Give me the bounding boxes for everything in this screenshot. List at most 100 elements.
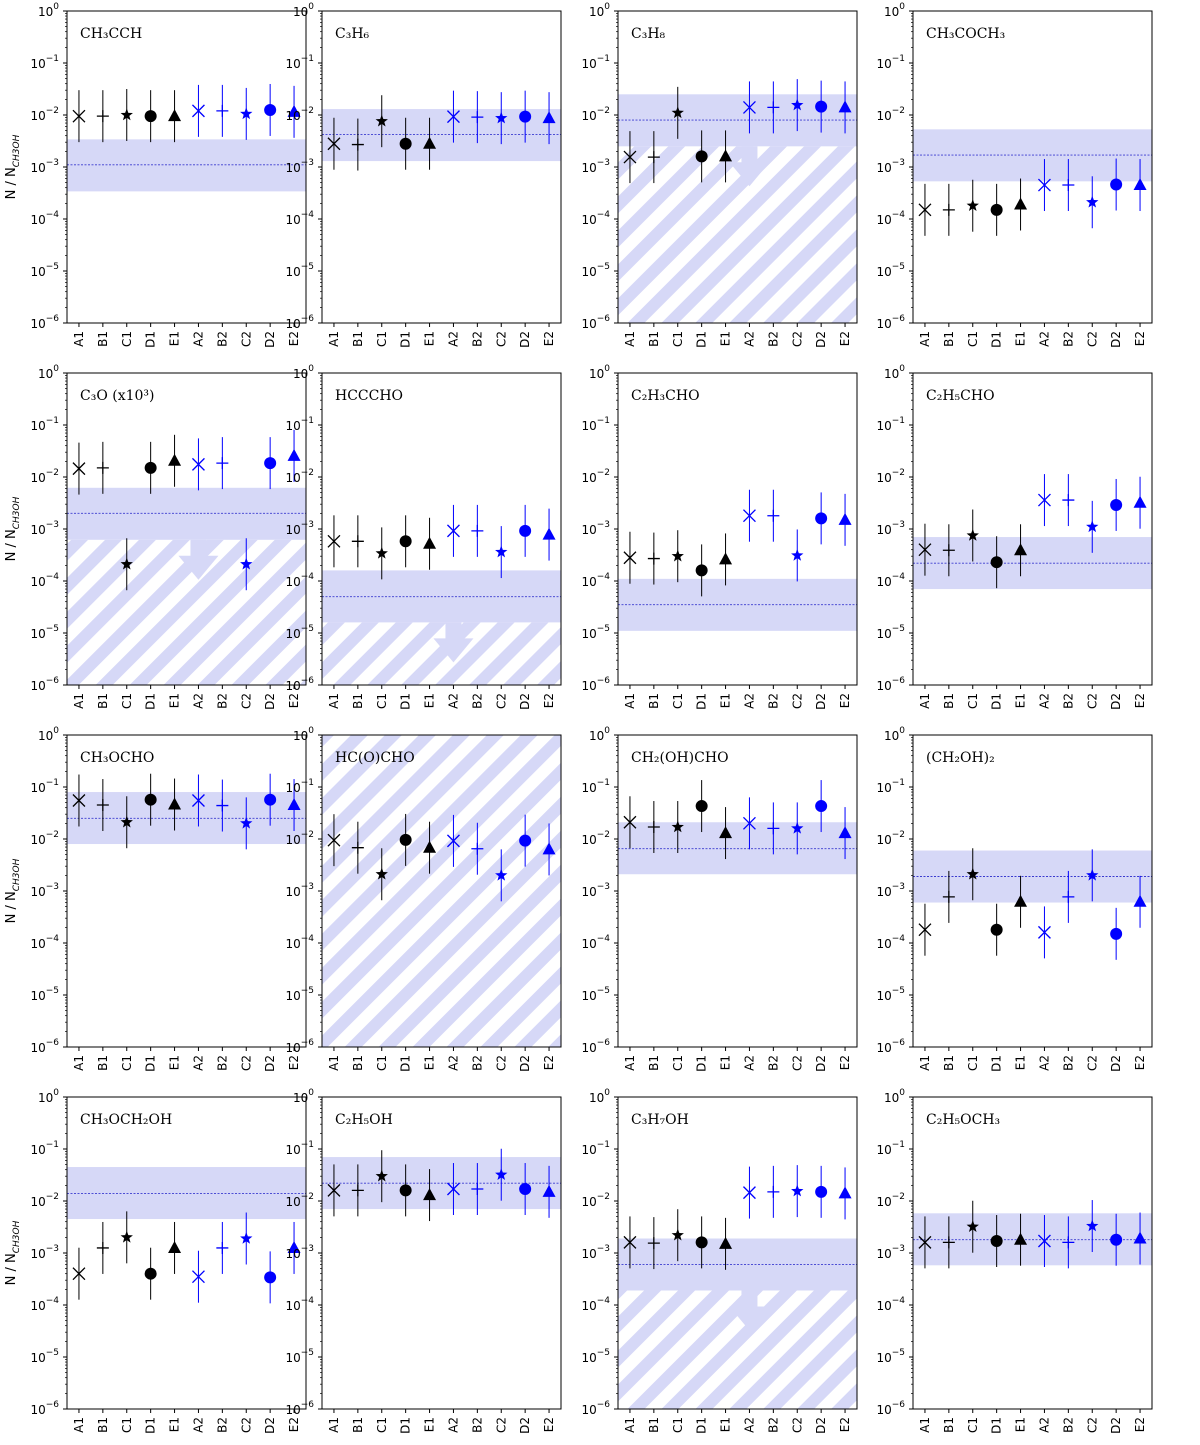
y-tick-label: 10−2 (581, 106, 610, 123)
y-tick-label: 10−5 (581, 1348, 610, 1365)
x-tick-label: E2 (838, 693, 852, 708)
x-tick-label: A2 (742, 693, 756, 709)
y-tick-label: 10−4 (30, 210, 59, 227)
x-tick-label: A1 (72, 693, 86, 709)
plus-marker (647, 552, 660, 565)
data-point-C1 (966, 1200, 979, 1253)
x-tick-label: C1 (120, 1417, 134, 1433)
y-tick-label: 100 (293, 1088, 314, 1105)
data-point-B1 (647, 131, 660, 184)
x-tick-label: D1 (144, 1417, 158, 1434)
star-marker (1086, 1219, 1099, 1232)
x-tick-label: D2 (518, 693, 532, 710)
x-tick-label: C1 (671, 1055, 685, 1071)
x-tick-label: A1 (623, 331, 637, 347)
y-tick-label: 10−2 (876, 1192, 905, 1209)
x-tick-label: A2 (1037, 1055, 1051, 1071)
triangle-marker (168, 797, 182, 810)
x-marker (446, 110, 460, 124)
x-tick-label: C1 (375, 1417, 389, 1433)
data-point-B1 (96, 779, 109, 832)
x-marker (327, 534, 341, 548)
x-tick-label: B1 (647, 1417, 661, 1433)
panel-title: CH₃OCH₂OH (80, 1112, 172, 1128)
data-point-D1 (399, 1164, 412, 1217)
data-point-B2 (1062, 159, 1075, 212)
y-tick-label: 10−3 (285, 1244, 314, 1261)
data-point-A1 (327, 515, 341, 568)
star-marker (1086, 868, 1099, 881)
upper-limit-arrow (729, 146, 770, 187)
x-tick-label: A2 (191, 1055, 205, 1071)
data-point-A2 (191, 1250, 205, 1303)
star-marker (1086, 520, 1099, 533)
x-tick-label: C2 (494, 331, 508, 347)
circle-marker (990, 923, 1003, 936)
y-tick-label: 10−4 (285, 1296, 314, 1313)
y-tick-label: 100 (293, 2, 314, 19)
data-point-D1 (695, 544, 708, 597)
x-tick-label: C2 (790, 1417, 804, 1433)
y-tick-label: 10−6 (876, 1038, 905, 1055)
y-tick-label: 10−4 (581, 1296, 610, 1313)
y-tick-label: 10−5 (30, 624, 59, 641)
x-tick-label: D2 (814, 1055, 828, 1072)
y-tick-label: 10−2 (581, 830, 610, 847)
star-marker (791, 1184, 804, 1197)
data-point-B2 (767, 489, 780, 542)
x-marker (918, 1235, 932, 1249)
y-tick-label: 100 (884, 726, 905, 743)
y-tick-label: 100 (589, 1088, 610, 1105)
x-tick-label: E2 (1133, 1055, 1147, 1070)
y-tick-label: 10−4 (581, 572, 610, 589)
x-tick-label: A1 (72, 331, 86, 347)
y-tick-label: 10−3 (30, 882, 59, 899)
plus-marker (767, 509, 780, 522)
y-tick-label: 100 (589, 726, 610, 743)
data-point-B1 (96, 441, 109, 494)
y-tick-label: 100 (38, 1088, 59, 1105)
star-marker (966, 1220, 979, 1232)
circle-marker (399, 535, 412, 548)
plus-marker (96, 799, 109, 812)
star-marker (120, 1230, 133, 1243)
x-marker (918, 203, 932, 217)
x-tick-label: A1 (327, 1417, 341, 1433)
data-point-E1 (719, 130, 733, 183)
plus-marker (647, 151, 660, 164)
data-point-A1 (918, 523, 932, 576)
data-point-C2 (791, 1165, 804, 1218)
y-tick-label: 100 (38, 726, 59, 743)
triangle-marker (1014, 197, 1028, 210)
data-point-D1 (990, 1215, 1003, 1268)
data-point-E2 (838, 81, 852, 134)
x-tick-label: C1 (966, 331, 980, 347)
panel-title: CH₃COCH₃ (926, 26, 1005, 42)
x-tick-label: C2 (494, 1055, 508, 1071)
data-point-D1 (144, 1247, 157, 1300)
y-tick-label: 10−1 (581, 1140, 610, 1157)
x-tick-label: D1 (695, 1417, 709, 1434)
data-point-D2 (264, 83, 277, 136)
data-point-B2 (471, 504, 484, 557)
circle-marker (519, 834, 532, 847)
y-tick-label: 10−3 (30, 520, 59, 537)
y-axis-label: N / NCH3OH (4, 496, 22, 561)
data-point-E2 (287, 779, 301, 832)
x-tick-label: C2 (494, 693, 508, 709)
data-point-C1 (375, 527, 388, 580)
x-tick-label: C1 (966, 1417, 980, 1433)
x-marker (191, 794, 205, 807)
data-point-C2 (495, 849, 508, 902)
circle-marker (695, 150, 708, 163)
upper-limit-arrow (433, 622, 474, 663)
data-point-B2 (216, 84, 229, 137)
circle-marker (519, 110, 532, 123)
circle-marker (519, 1183, 532, 1196)
y-tick-label: 10−3 (581, 882, 610, 899)
x-tick-label: C2 (239, 331, 253, 347)
data-point-C2 (495, 92, 508, 145)
hatched-region (322, 622, 561, 685)
data-point-A2 (446, 504, 460, 557)
triangle-marker (838, 826, 852, 839)
